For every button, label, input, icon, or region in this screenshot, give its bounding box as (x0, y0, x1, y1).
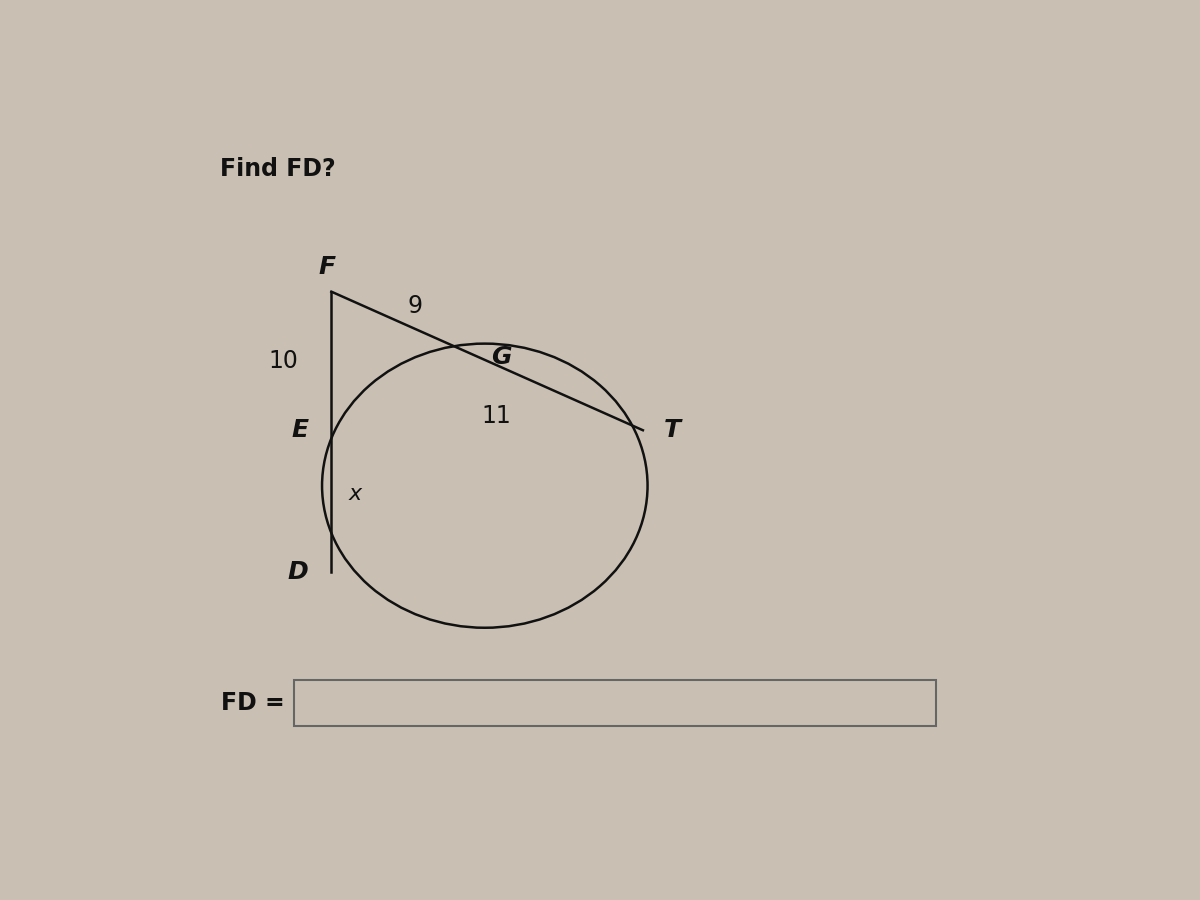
Text: 11: 11 (481, 404, 511, 428)
Text: Find FD?: Find FD? (220, 157, 335, 181)
Text: 9: 9 (408, 293, 422, 318)
Text: x: x (348, 484, 361, 504)
Bar (294, 680, 936, 726)
Text: E: E (290, 418, 308, 442)
Text: T: T (664, 418, 680, 442)
Text: G: G (491, 346, 512, 370)
Text: 10: 10 (269, 349, 299, 373)
Text: F: F (318, 256, 335, 279)
Text: FD =: FD = (221, 691, 284, 715)
Text: D: D (287, 561, 308, 584)
